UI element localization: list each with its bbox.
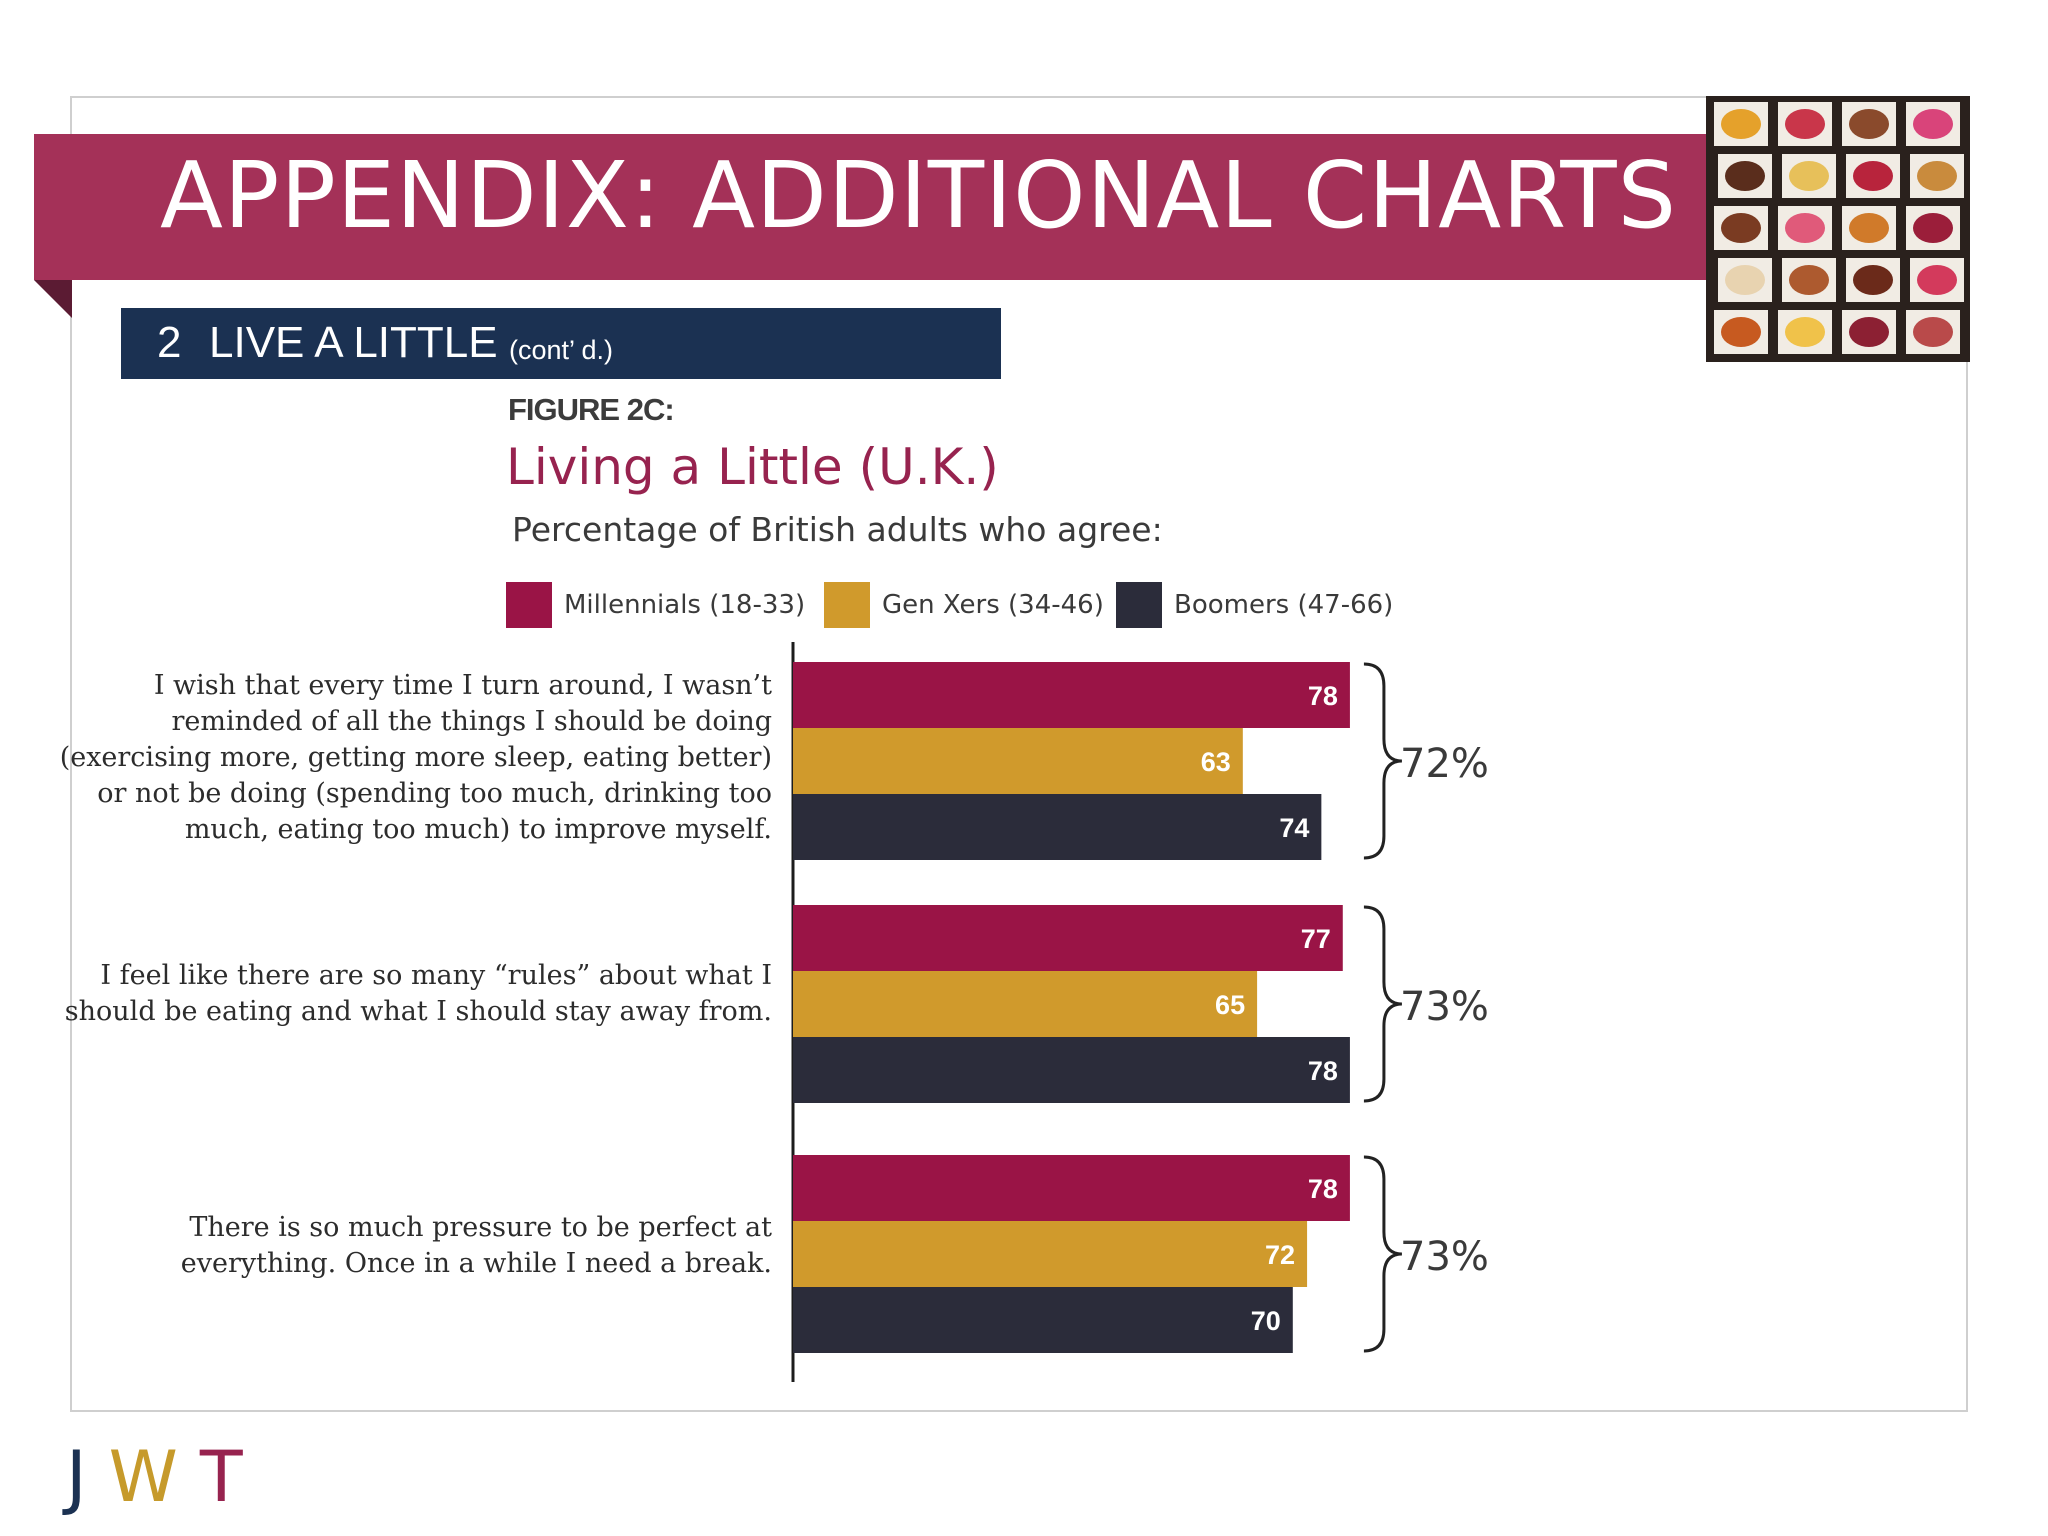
category-label-line: or not be doing (spending too much, drin… [97, 778, 772, 809]
bar-2-group-2 [793, 971, 1258, 1037]
photo-chocolate [1785, 213, 1825, 243]
photo-chocolate [1849, 317, 1889, 347]
section-suffix: (cont’ d.) [509, 335, 614, 365]
photo-chocolate [1913, 213, 1953, 243]
category-label-1: I wish that every time I turn around, I … [60, 668, 772, 848]
photo-chocolate [1849, 109, 1889, 139]
bar-1-group-3 [793, 1155, 1350, 1221]
group-brace-2 [1363, 905, 1403, 1103]
data-label: 78 [1308, 681, 1338, 711]
jwt-logo: JWT [66, 1436, 265, 1518]
photo-chocolate [1913, 109, 1953, 139]
figure-label: FIGURE 2C: [508, 392, 675, 427]
data-label: 78 [1308, 1056, 1338, 1086]
legend-label-boomers: Boomers (47-66) [1174, 590, 1394, 620]
group-total-label: 73% [1400, 1234, 1489, 1280]
category-label-line: I feel like there are so many “rules” ab… [100, 960, 772, 991]
photo-chocolate [1849, 213, 1889, 243]
bar-3-group-1 [793, 794, 1322, 860]
section-number: 2 [157, 318, 182, 367]
bar-1-group-2 [793, 905, 1343, 971]
bar-3-group-2 [793, 1037, 1350, 1103]
group-total-label: 73% [1400, 984, 1489, 1030]
category-label-line: everything. Once in a while I need a bre… [180, 1248, 772, 1279]
legend-swatch-genx [824, 582, 870, 628]
photo-chocolate [1725, 161, 1765, 191]
category-label-line: There is so much pressure to be perfect … [189, 1212, 772, 1243]
category-label-3: There is so much pressure to be perfect … [181, 1210, 772, 1282]
title-banner [34, 134, 1706, 280]
photo-chocolate [1913, 317, 1953, 347]
photo-chocolate [1789, 161, 1829, 191]
group-brace-3 [1363, 1155, 1403, 1353]
slide-title: APPENDIX: ADDITIONAL CHARTS [160, 142, 1678, 249]
photo-chocolate [1785, 317, 1825, 347]
category-label-line: much, eating too much) to improve myself… [184, 814, 772, 845]
category-label-2: I feel like there are so many “rules” ab… [65, 958, 772, 1030]
category-label-line: should be eating and what I should stay … [64, 996, 772, 1027]
data-label: 70 [1251, 1306, 1281, 1336]
data-label: 63 [1201, 747, 1231, 777]
data-label: 78 [1308, 1174, 1338, 1204]
data-label: 65 [1215, 990, 1245, 1020]
section-bar: 2 LIVE A LITTLE (cont’ d.) [121, 308, 1001, 379]
chart-subtitle: Percentage of British adults who agree: [512, 510, 1163, 549]
photo-chocolate [1853, 161, 1893, 191]
photo-chocolate [1917, 265, 1957, 295]
legend-label-genx: Gen Xers (34-46) [882, 590, 1104, 620]
data-label: 77 [1301, 924, 1331, 954]
legend-label-millennials: Millennials (18-33) [564, 590, 806, 620]
section-title: LIVE A LITTLE [209, 318, 498, 367]
photo-chocolate [1721, 317, 1761, 347]
data-label: 72 [1265, 1240, 1295, 1270]
category-label-line: (exercising more, getting more sleep, ea… [59, 742, 772, 773]
group-brace-1 [1363, 662, 1403, 860]
legend-swatch-boomers [1116, 582, 1162, 628]
photo-chocolate [1725, 265, 1765, 295]
bar-2-group-1 [793, 728, 1243, 794]
group-total-label: 72% [1400, 741, 1489, 787]
photo-chocolate [1785, 109, 1825, 139]
bar-3-group-3 [793, 1287, 1293, 1353]
bar-2-group-3 [793, 1221, 1308, 1287]
bar-1-group-1 [793, 662, 1350, 728]
chocolate-box-photo [1706, 96, 1970, 362]
chart-title: Living a Little (U.K.) [506, 438, 999, 496]
category-label-line: I wish that every time I turn around, I … [153, 670, 772, 701]
photo-chocolate [1789, 265, 1829, 295]
title-banner-fold [34, 280, 72, 318]
chocolate-box-image [1714, 102, 1964, 354]
legend-swatch-millennials [506, 582, 552, 628]
photo-chocolate [1853, 265, 1893, 295]
photo-chocolate [1721, 109, 1761, 139]
data-label: 74 [1279, 813, 1309, 843]
photo-chocolate [1721, 213, 1761, 243]
category-label-line: reminded of all the things I should be d… [171, 706, 772, 737]
photo-chocolate [1917, 161, 1957, 191]
